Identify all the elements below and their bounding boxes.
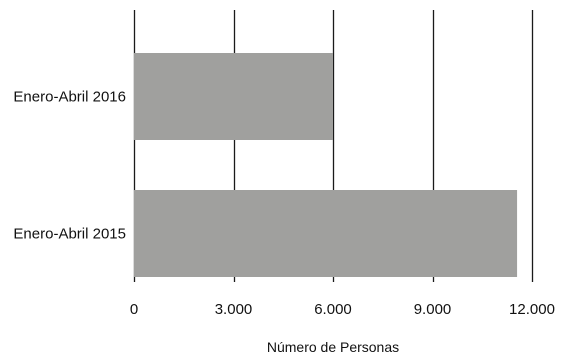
category-label-1: Enero-Abril 2015 — [13, 226, 126, 243]
bars — [134, 53, 518, 277]
x-tick-label-0: 0 — [130, 301, 138, 318]
x-tick-label-4: 12.000 — [509, 301, 555, 318]
x-tick-label-1: 3.000 — [215, 301, 253, 318]
x-axis-title: Número de Personas — [267, 339, 399, 355]
x-tick-label-2: 6.000 — [314, 301, 352, 318]
bar-0 — [134, 53, 333, 140]
x-tick-label-3: 9.000 — [414, 301, 452, 318]
category-label-0: Enero-Abril 2016 — [13, 89, 126, 106]
x-axis-tick-labels: 0 3.000 6.000 9.000 12.000 — [130, 301, 555, 318]
category-labels: Enero-Abril 2016 Enero-Abril 2015 — [13, 89, 126, 243]
bar-1 — [134, 190, 518, 277]
